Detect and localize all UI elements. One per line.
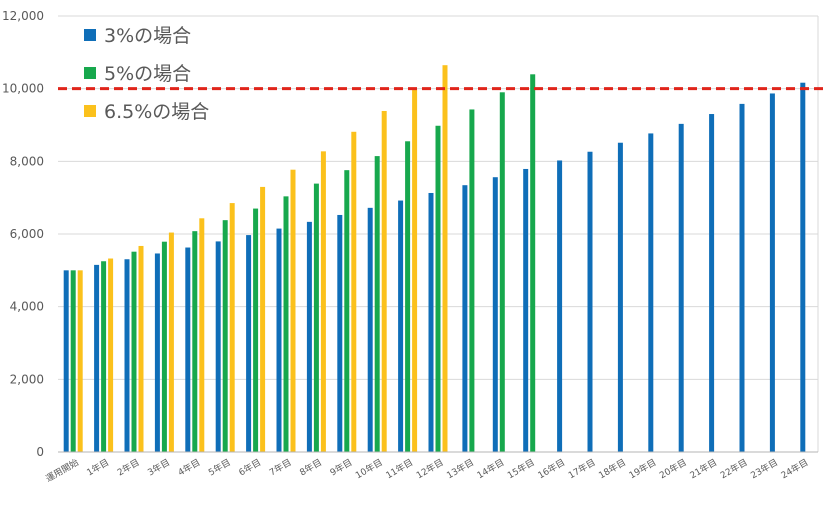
bar-1: [124, 259, 130, 452]
y-tick-label: 8,000: [10, 154, 44, 168]
bar-1: [367, 207, 373, 452]
bar-2: [222, 220, 228, 452]
y-tick-label: 12,000: [2, 9, 44, 23]
bar-1: [587, 151, 593, 453]
x-tick-label: 22年目: [718, 456, 750, 481]
x-tick-label: 14年目: [475, 456, 507, 481]
bar-1: [739, 103, 745, 452]
bar-3: [199, 218, 205, 452]
bar-1: [648, 133, 654, 452]
y-tick-label: 10,000: [2, 82, 44, 96]
bar-2: [530, 74, 536, 452]
bar-1: [462, 185, 468, 452]
x-tick-label: 6年目: [237, 456, 264, 478]
x-tick-label: 21年目: [688, 456, 720, 481]
bar-1: [678, 123, 684, 453]
y-tick-label: 6,000: [10, 227, 44, 241]
bar-3: [138, 245, 144, 452]
x-tick-label: 2年目: [115, 456, 142, 478]
bar-2: [101, 261, 107, 452]
x-tick-label: 24年目: [779, 456, 811, 481]
bar-1: [617, 142, 623, 453]
x-tick-label: 7年目: [267, 456, 294, 478]
bar-1: [94, 264, 100, 452]
bar-2: [70, 270, 76, 452]
bars: [63, 65, 806, 453]
legend-label: 5%の場合: [104, 63, 191, 85]
bar-1: [492, 177, 498, 452]
bar-3: [442, 65, 448, 452]
bar-3: [381, 110, 387, 452]
bar-2: [469, 109, 475, 452]
bar-1: [337, 214, 343, 452]
x-tick-label: 運用開始: [44, 456, 81, 484]
bar-3: [260, 186, 266, 452]
bar-3: [320, 151, 326, 452]
x-tick-label: 9年目: [328, 456, 355, 478]
y-tick-label: 2,000: [10, 372, 44, 386]
bar-1: [709, 114, 715, 452]
bar-2: [435, 125, 441, 452]
x-tick-label: 13年目: [444, 456, 476, 481]
bar-3: [108, 258, 114, 452]
bar-3: [351, 131, 357, 453]
bar-2: [283, 196, 289, 452]
bar-3: [77, 270, 83, 452]
bar-3: [290, 169, 296, 452]
legend-label: 3%の場合: [104, 25, 191, 47]
bar-1: [398, 200, 404, 452]
x-tick-label: 10年目: [353, 456, 385, 481]
legend-swatch: [84, 29, 96, 41]
bar-2: [313, 183, 319, 453]
bar-2: [344, 170, 350, 452]
x-tick-label: 19年目: [627, 456, 659, 481]
bar-2: [131, 251, 137, 452]
bar-2: [405, 141, 411, 452]
bar-1: [428, 192, 434, 453]
y-tick-label: 0: [36, 445, 44, 459]
x-tick-label: 23年目: [748, 456, 780, 481]
bar-1: [246, 235, 252, 452]
x-tick-label: 4年目: [176, 456, 203, 478]
bar-1: [154, 253, 160, 452]
bar-1: [557, 160, 563, 452]
bar-2: [253, 208, 259, 452]
bar-3: [412, 88, 418, 452]
bar-3: [168, 232, 174, 452]
bar-2: [161, 241, 167, 452]
bar-1: [306, 221, 312, 452]
bar-1: [769, 93, 775, 453]
x-tick-label: 11年目: [384, 456, 416, 481]
bar-2: [192, 231, 198, 452]
bar-1: [523, 168, 529, 452]
y-tick-label: 4,000: [10, 300, 44, 314]
bar-2: [499, 92, 505, 453]
legend-swatch: [84, 67, 96, 79]
x-tick-label: 20年目: [657, 456, 689, 481]
x-tick-label: 12年目: [414, 456, 446, 481]
legend: 3%の場合 5%の場合 6.5%の場合: [84, 25, 209, 123]
bar-1: [276, 228, 282, 452]
bar-1: [185, 247, 191, 452]
legend-swatch: [84, 105, 96, 117]
x-tick-label: 3年目: [145, 456, 172, 478]
x-tick-label: 18年目: [596, 456, 628, 481]
x-tick-label: 1年目: [85, 456, 112, 478]
bar-1: [63, 270, 69, 452]
x-tick-label: 8年目: [297, 456, 324, 478]
bar-2: [374, 156, 380, 452]
legend-label: 6.5%の場合: [104, 101, 209, 123]
bar-3: [229, 203, 235, 452]
x-tick-label: 15年目: [505, 456, 537, 481]
bar-1: [215, 241, 221, 452]
x-tick-label: 16年目: [536, 456, 568, 481]
x-tick-label: 5年目: [206, 456, 233, 478]
bar-1: [800, 82, 806, 453]
x-tick-label: 17年目: [566, 456, 598, 481]
